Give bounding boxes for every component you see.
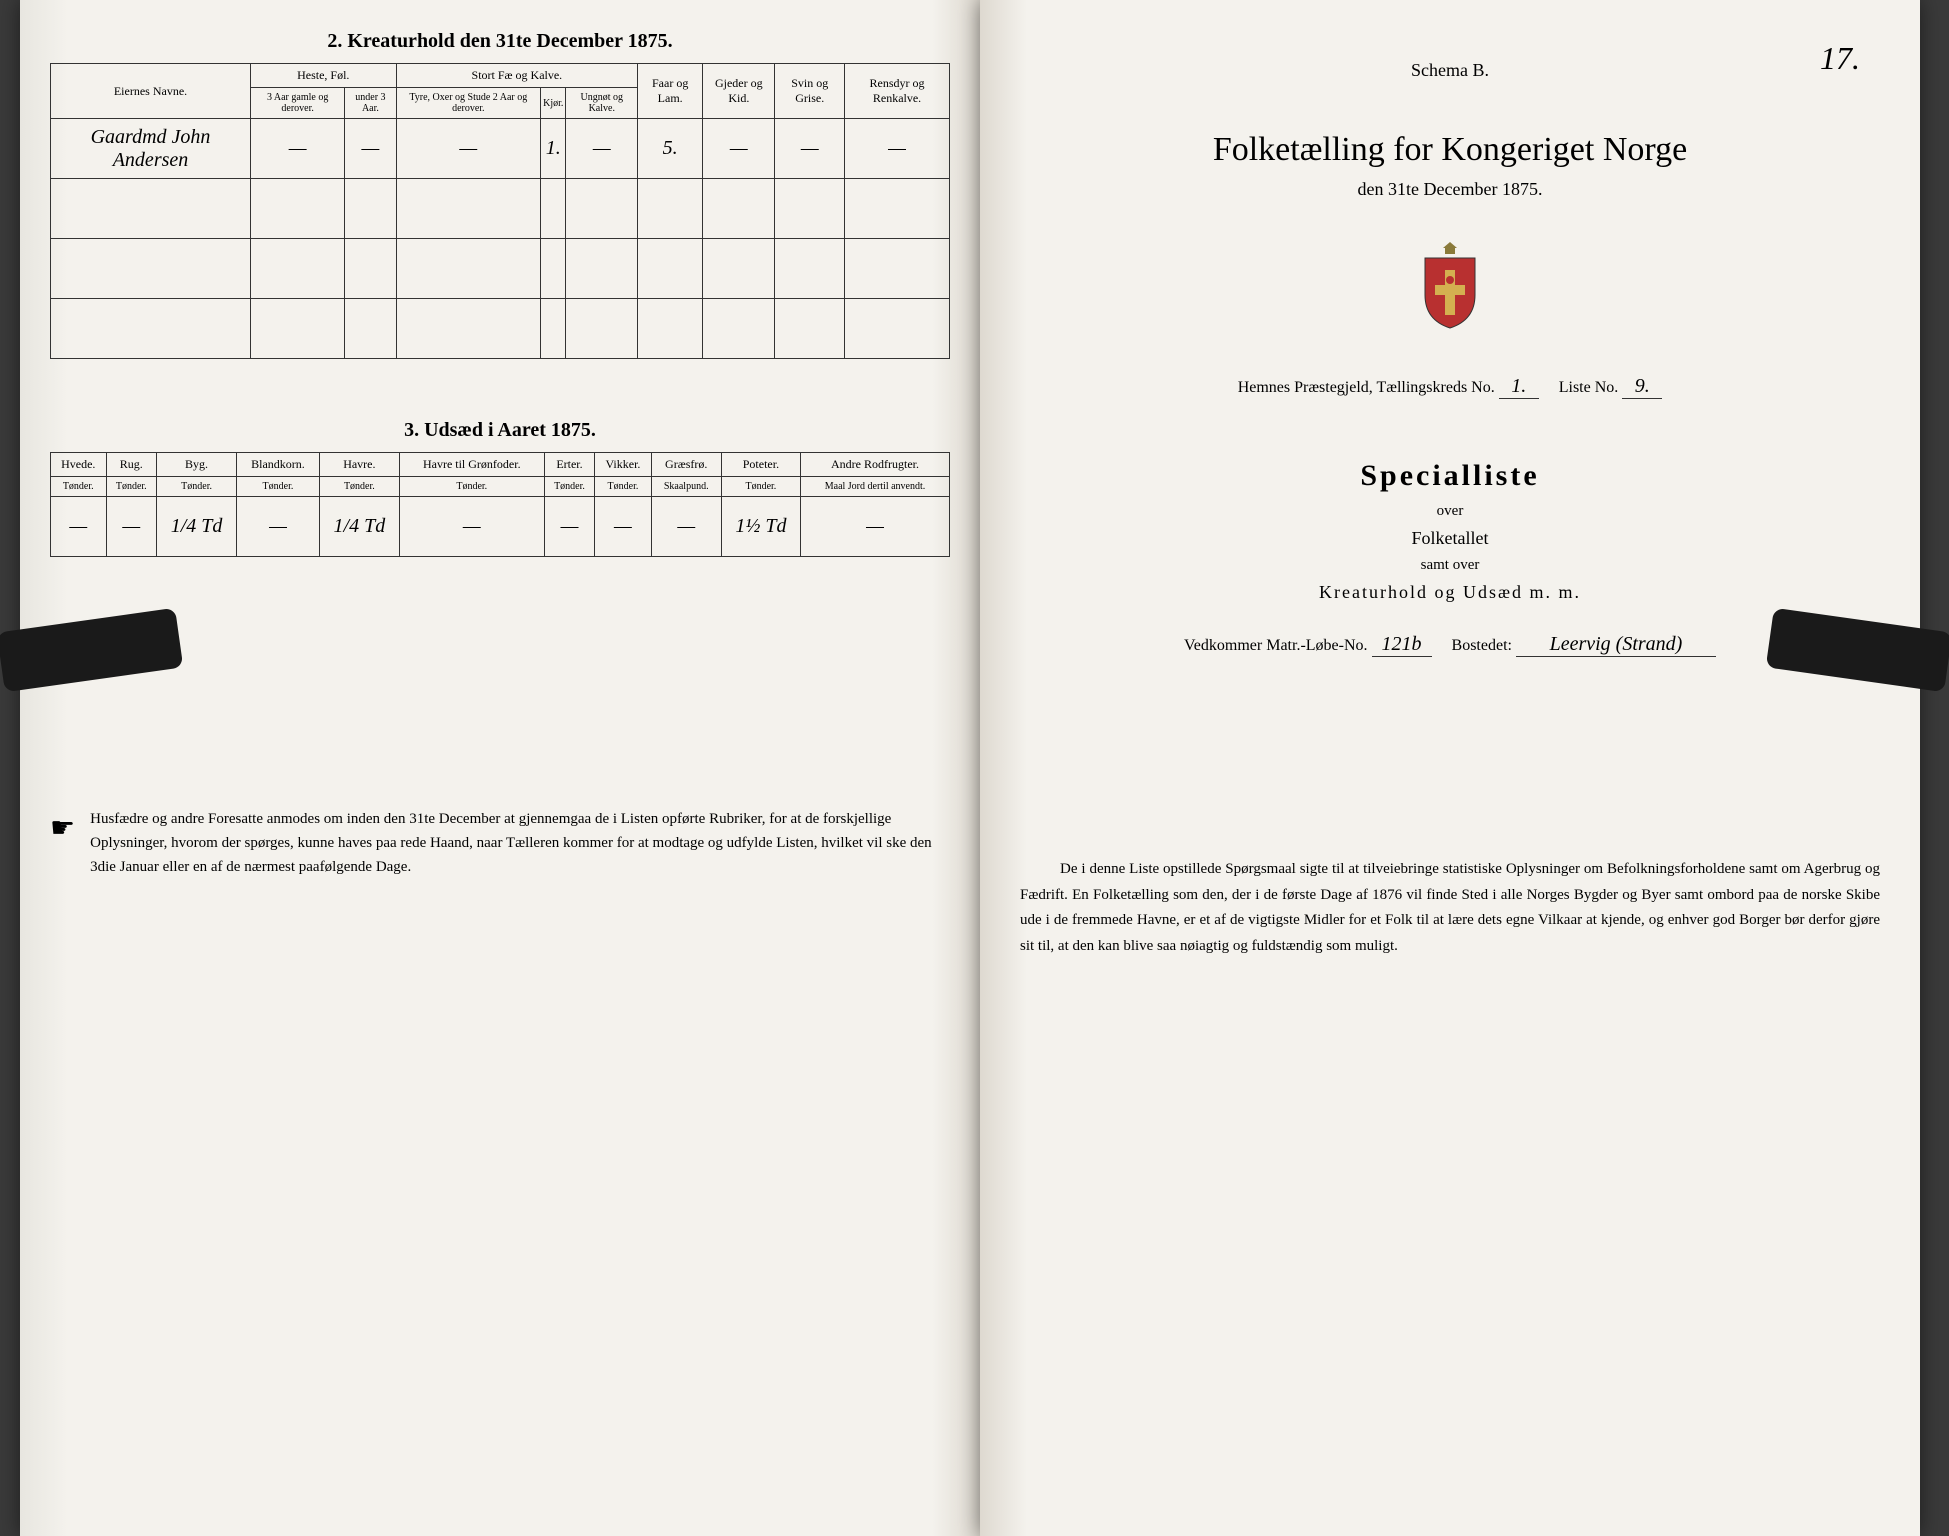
cell: — xyxy=(544,497,595,557)
cell: — xyxy=(566,119,638,179)
table-row: Gaardmd John Andersen — — — 1. — 5. — — … xyxy=(51,119,950,179)
col-unit: Tønder. xyxy=(51,477,107,497)
bosted: Leervig (Strand) xyxy=(1516,633,1716,657)
cell: — xyxy=(845,119,950,179)
over-label: over xyxy=(1020,503,1880,520)
section3-title: 3. Udsæd i Aaret 1875. xyxy=(50,419,950,442)
sub-stor1: Tyre, Oxer og Stude 2 Aar og derover. xyxy=(396,88,541,119)
cell: — xyxy=(775,119,845,179)
col-gjeder: Gjeder og Kid. xyxy=(703,64,775,119)
sub-heste1: 3 Aar gamle og derover. xyxy=(251,88,345,119)
col-header: Byg. xyxy=(157,453,237,477)
col-unit: Tønder. xyxy=(106,477,157,497)
cell: — xyxy=(251,119,345,179)
page-number: 17. xyxy=(1820,40,1860,77)
table-header-row: Hvede.Rug.Byg.Blandkorn.Havre.Havre til … xyxy=(51,453,950,477)
cell: — xyxy=(51,497,107,557)
col-header: Græsfrø. xyxy=(651,453,721,477)
col-header: Andre Rodfrugter. xyxy=(801,453,950,477)
liste-no: 9. xyxy=(1622,375,1662,399)
sub-stor3: Ungnøt og Kalve. xyxy=(566,88,638,119)
col-rensdyr: Rensdyr og Renkalve. xyxy=(845,64,950,119)
vedkommer-label: Vedkommer Matr.-Løbe-No. xyxy=(1184,637,1368,654)
right-page: 17. Schema B. Folketælling for Kongerige… xyxy=(980,0,1920,1536)
samt-label: samt over xyxy=(1020,557,1880,574)
sub-title: den 31te December 1875. xyxy=(1020,179,1880,200)
grp-storfe: Stort Fæ og Kalve. xyxy=(396,64,638,88)
udsaed-table: Hvede.Rug.Byg.Blandkorn.Havre.Havre til … xyxy=(50,452,950,557)
cell: 5. xyxy=(638,119,703,179)
pointing-hand-icon: ☛ xyxy=(50,807,75,879)
left-footnote: ☛ Husfædre og andre Foresatte anmodes om… xyxy=(50,807,950,879)
col-header: Erter. xyxy=(544,453,595,477)
table-row xyxy=(51,299,950,359)
left-page: 2. Kreaturhold den 31te December 1875. E… xyxy=(20,0,980,1536)
col-header: Blandkorn. xyxy=(237,453,320,477)
col-header: Hvede. xyxy=(51,453,107,477)
cell: — xyxy=(651,497,721,557)
col-unit: Tønder. xyxy=(237,477,320,497)
cell: — xyxy=(106,497,157,557)
col-unit: Tønder. xyxy=(157,477,237,497)
col-unit: Tønder. xyxy=(319,477,399,497)
right-footnote: De i denne Liste opstillede Spørgsmaal s… xyxy=(1020,857,1880,959)
footnote-text: Husfædre og andre Foresatte anmodes om i… xyxy=(90,807,950,879)
col-unit: Tønder. xyxy=(595,477,651,497)
parish-label: Hemnes Præstegjeld, Tællingskreds No. xyxy=(1238,379,1495,396)
kreatur-label: Kreaturhold og Udsæd m. m. xyxy=(1020,582,1880,603)
kreds-no: 1. xyxy=(1499,375,1539,399)
cell: — xyxy=(345,119,396,179)
sub-heste2: under 3 Aar. xyxy=(345,88,396,119)
kreaturhold-table: Eiernes Navne. Heste, Føl. Stort Fæ og K… xyxy=(50,63,950,359)
table-units-row: Tønder.Tønder.Tønder.Tønder.Tønder.Tønde… xyxy=(51,477,950,497)
parish-line: Hemnes Præstegjeld, Tællingskreds No. 1.… xyxy=(1020,375,1880,399)
cell: 1/4 Td xyxy=(157,497,237,557)
col-svin: Svin og Grise. xyxy=(775,64,845,119)
schema-label: Schema B. xyxy=(1020,60,1880,81)
col-unit: Tønder. xyxy=(399,477,544,497)
col-unit: Maal Jord dertil anvendt. xyxy=(801,477,950,497)
vedkommer-line: Vedkommer Matr.-Løbe-No. 121b Bostedet: … xyxy=(1020,633,1880,657)
folketallet-label: Folketallet xyxy=(1020,528,1880,549)
bosted-label: Bostedet: xyxy=(1452,637,1512,654)
liste-label: Liste No. xyxy=(1559,379,1619,396)
cell-name: Gaardmd John Andersen xyxy=(51,119,251,179)
cell: — xyxy=(595,497,651,557)
sub-stor2: Kjør. xyxy=(541,88,566,119)
cell: — xyxy=(703,119,775,179)
cell: 1. xyxy=(541,119,566,179)
col-header: Vikker. xyxy=(595,453,651,477)
col-header: Havre. xyxy=(319,453,399,477)
cell: 1/4 Td xyxy=(319,497,399,557)
table-row xyxy=(51,239,950,299)
col-unit: Tønder. xyxy=(721,477,800,497)
col-header: Havre til Grønfoder. xyxy=(399,453,544,477)
table-row: ——1/4 Td—1/4 Td————1½ Td— xyxy=(51,497,950,557)
cell: — xyxy=(396,119,541,179)
coat-of-arms-icon xyxy=(1020,240,1880,335)
matr-no: 121b xyxy=(1372,633,1432,657)
col-faar: Faar og Lam. xyxy=(638,64,703,119)
specialliste-title: Specialliste xyxy=(1020,459,1880,493)
col-header: Poteter. xyxy=(721,453,800,477)
cell: — xyxy=(237,497,320,557)
col-unit: Tønder. xyxy=(544,477,595,497)
cell: — xyxy=(399,497,544,557)
section3: 3. Udsæd i Aaret 1875. Hvede.Rug.Byg.Bla… xyxy=(50,419,950,557)
section2-title: 2. Kreaturhold den 31te December 1875. xyxy=(50,30,950,53)
main-title: Folketælling for Kongeriget Norge xyxy=(1020,131,1880,169)
col-eier: Eiernes Navne. xyxy=(51,64,251,119)
cell: 1½ Td xyxy=(721,497,800,557)
grp-heste: Heste, Føl. xyxy=(251,64,397,88)
cell: — xyxy=(801,497,950,557)
col-header: Rug. xyxy=(106,453,157,477)
col-unit: Skaalpund. xyxy=(651,477,721,497)
table-row xyxy=(51,179,950,239)
